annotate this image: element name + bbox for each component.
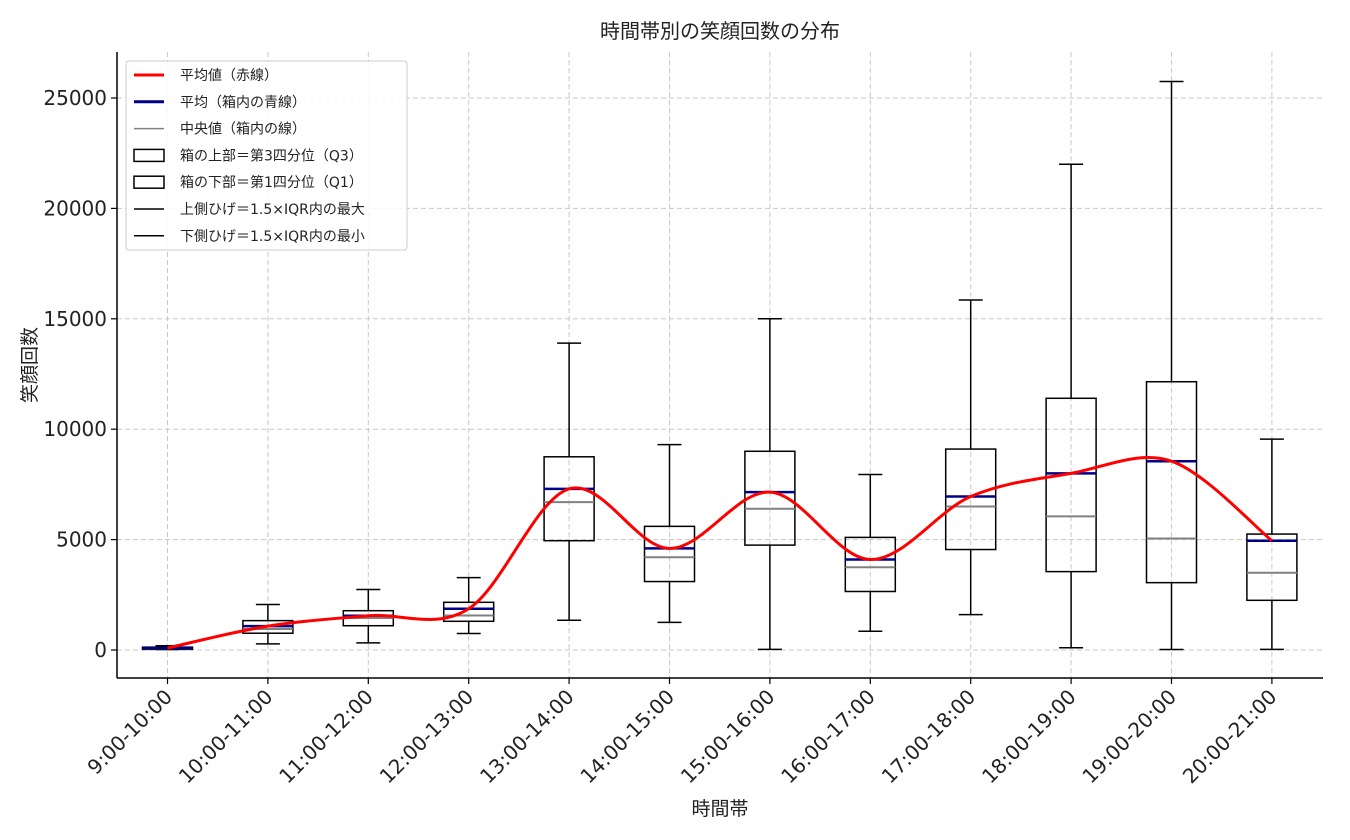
x-tick-label: 16:00-17:00	[776, 685, 880, 789]
iqr-box	[944, 448, 997, 551]
legend-label: 上側ひげ＝1.5×IQR内の最大	[180, 202, 365, 218]
box-group	[643, 443, 696, 624]
legend-item: 上側ひげ＝1.5×IQR内の最大	[134, 202, 365, 218]
legend-item: 箱の下部＝第1四分位（Q1）	[133, 174, 363, 191]
legend-frame	[125, 60, 408, 251]
iqr-box	[1246, 533, 1298, 602]
iqr-box	[744, 450, 796, 546]
y-ticks: 0 5000 10000 15000 20000 25000	[43, 86, 117, 662]
legend-label: 平均（箱内の青線）	[180, 95, 306, 111]
iqr-box	[844, 536, 897, 593]
x-tick-label: 14:00-15:00	[575, 685, 679, 789]
y-axis-title: 笑顔回数	[19, 327, 41, 403]
mean-curve-overlay	[167, 456, 1273, 650]
x-tick-label: 18:00-19:00	[977, 685, 1081, 789]
x-tick-label: 13:00-14:00	[475, 685, 579, 789]
iqr-box	[643, 525, 696, 583]
legend-label: 下側ひげ＝1.5×IQR内の最小	[180, 229, 365, 245]
y-tick-label: 20000	[43, 196, 107, 220]
x-tick-label: 12:00-13:00	[375, 685, 479, 789]
y-tick-label: 15000	[43, 307, 107, 331]
legend: 平均値（赤線） 平均（箱内の青線） 中央値（箱内の線） 箱の上部＝第3四分位（Q3） 箱…	[125, 60, 408, 251]
x-tick-label: 19:00-20:00	[1077, 685, 1181, 789]
x-ticks: 9:00-10:0010:00-11:0011:00-12:0012:00-13…	[82, 678, 1281, 788]
y-tick-label: 10000	[43, 417, 107, 441]
x-axis-title: 時間帯	[691, 798, 748, 820]
box-group	[543, 342, 595, 621]
legend-item: 中央値（箱内の線）	[134, 122, 306, 138]
legend-item: 平均値（赤線）	[134, 68, 278, 84]
legend-label: 中央値（箱内の線）	[180, 122, 306, 138]
x-tick-label: 10:00-11:00	[174, 685, 278, 789]
y-tick-label: 5000	[56, 528, 107, 552]
legend-item: 箱の上部＝第3四分位（Q3）	[133, 147, 363, 164]
legend-label: 箱の上部＝第3四分位（Q3）	[180, 147, 363, 164]
box-group	[844, 473, 897, 632]
x-tick-label: 17:00-18:00	[877, 685, 981, 789]
legend-box-swatch	[133, 175, 165, 189]
legend-box-swatch	[133, 148, 165, 163]
iqr-box	[543, 456, 595, 542]
box-group	[1246, 438, 1298, 651]
mean-curve	[167, 456, 1273, 650]
box-group	[944, 299, 997, 616]
iqr-box	[1045, 397, 1097, 573]
x-tick-label: 9:00-10:00	[82, 685, 177, 780]
iqr-box	[442, 601, 495, 623]
y-tick-label: 25000	[43, 86, 107, 110]
y-tick-label: 0	[94, 638, 107, 662]
legend-item: 平均（箱内の青線）	[134, 95, 306, 111]
chart-title: 時間帯別の笑顔回数の分布	[600, 19, 840, 43]
legend-label: 平均値（赤線）	[180, 68, 278, 84]
x-tick-label: 11:00-12:00	[274, 685, 378, 789]
x-tick-label: 15:00-16:00	[676, 685, 780, 789]
legend-label: 箱の下部＝第1四分位（Q1）	[180, 174, 363, 191]
legend-item: 下側ひげ＝1.5×IQR内の最小	[134, 229, 365, 245]
iqr-box	[1145, 380, 1198, 584]
x-tick-label: 20:00-21:00	[1178, 685, 1282, 789]
